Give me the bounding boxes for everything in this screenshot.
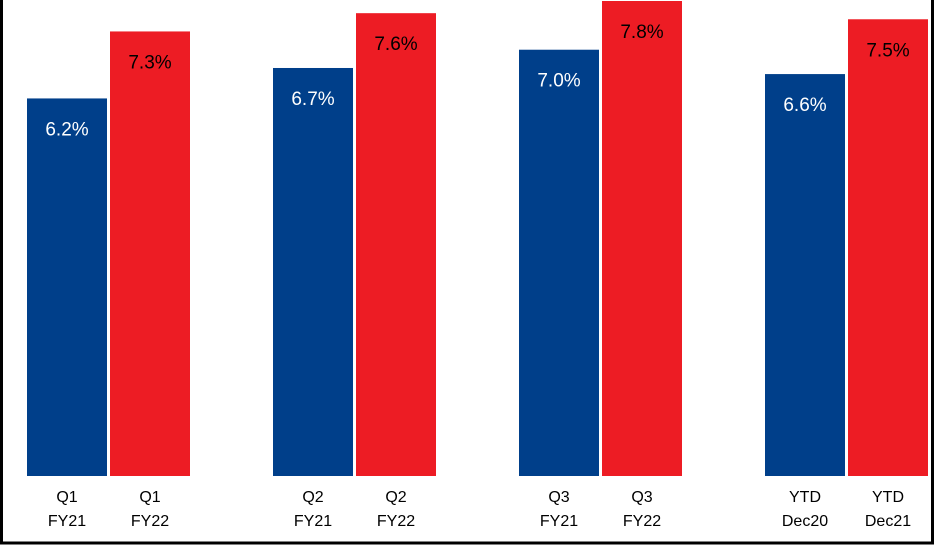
- x-tick-label: Dec20: [782, 513, 828, 530]
- x-tick-label: FY21: [540, 513, 578, 530]
- x-tick-label: Dec21: [865, 513, 911, 530]
- value-label: 7.6%: [374, 34, 417, 55]
- bar: [110, 31, 190, 476]
- x-tick-label: Q1: [56, 489, 77, 506]
- value-label: 6.2%: [45, 119, 88, 140]
- bar: [356, 13, 436, 477]
- bar: [519, 49, 599, 476]
- x-tick-label: Q3: [548, 489, 569, 506]
- x-tick-label: Q3: [631, 489, 652, 506]
- bar: [848, 19, 928, 477]
- value-label: 7.8%: [620, 22, 663, 43]
- value-label: 6.7%: [291, 89, 334, 110]
- bar: [273, 67, 353, 476]
- x-tick-label: Q1: [139, 489, 160, 506]
- value-label: 7.5%: [866, 40, 909, 61]
- x-tick-label: Q2: [385, 489, 406, 506]
- x-tick-label: FY22: [131, 513, 169, 530]
- x-tick-label: YTD: [872, 489, 904, 506]
- value-label: 7.0%: [537, 71, 580, 92]
- x-tick-label: FY21: [294, 513, 332, 530]
- x-tick-label: FY21: [48, 513, 86, 530]
- bar: [765, 74, 845, 477]
- x-tick-label: FY22: [623, 513, 661, 530]
- x-tick-label: YTD: [789, 489, 821, 506]
- x-tick-label: FY22: [377, 513, 415, 530]
- bar: [602, 1, 682, 476]
- x-tick-label: Q2: [302, 489, 323, 506]
- value-label: 6.6%: [783, 95, 826, 116]
- value-label: 7.3%: [128, 52, 171, 73]
- bar: [27, 98, 107, 476]
